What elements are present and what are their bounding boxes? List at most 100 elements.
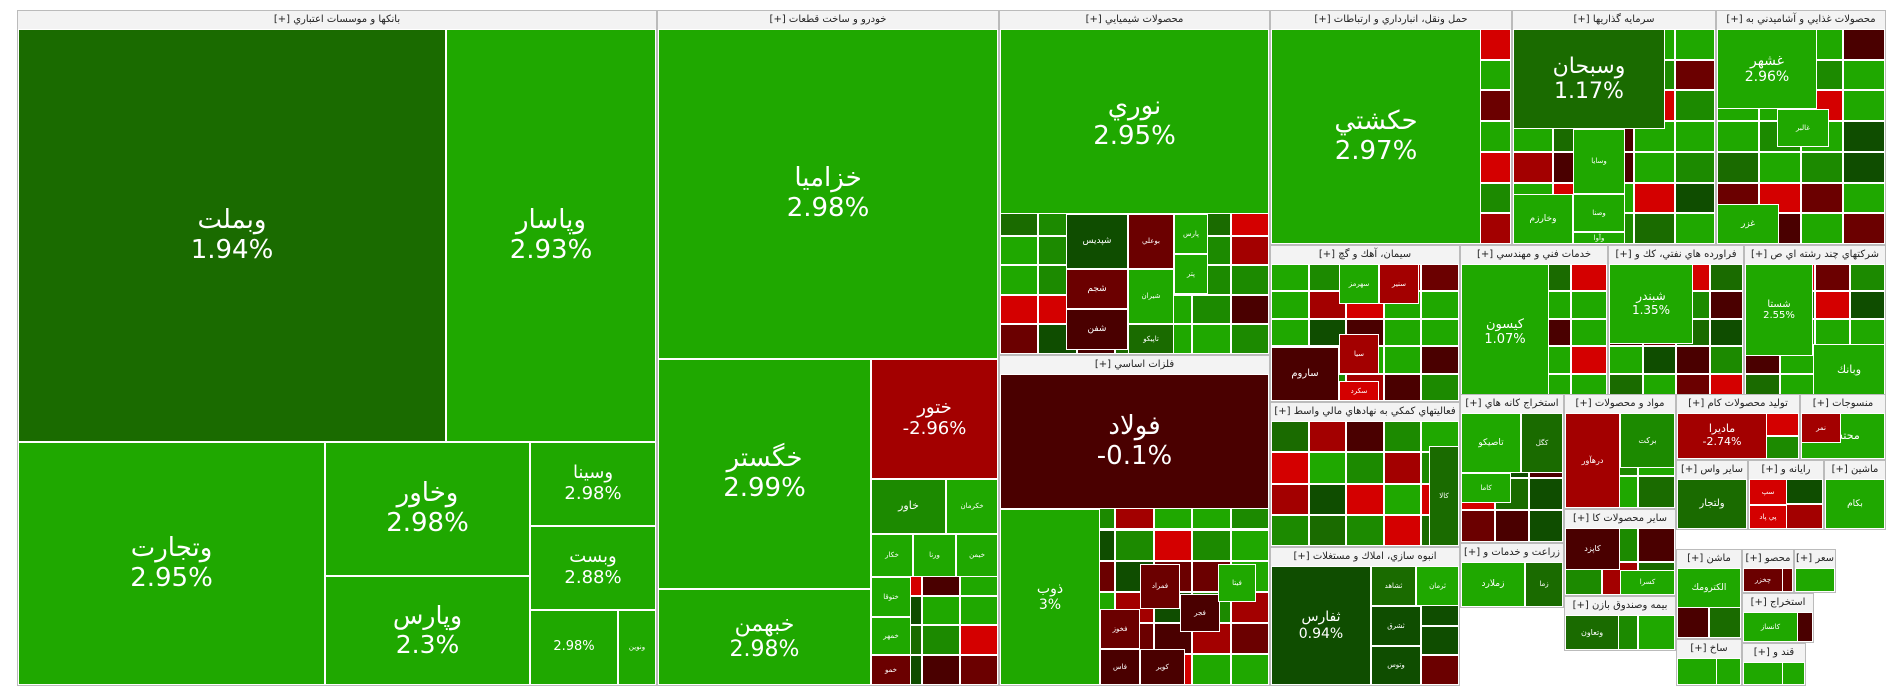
stock-tile[interactable]: سكرد [1339, 381, 1379, 401]
sector-title[interactable]: منسوجات [+] [1801, 395, 1885, 414]
stock-tile[interactable]: خمو [871, 655, 911, 685]
small-stock-tile[interactable] [1801, 182, 1843, 214]
stock-tile[interactable]: كالا [1429, 446, 1459, 546]
sector-title[interactable]: استخراج كانه هاي [+] [1461, 395, 1563, 414]
stock-tile[interactable]: خيمن [956, 534, 998, 577]
stock-tile[interactable]: الكترومك [1677, 568, 1741, 608]
stock-tile[interactable]: ختور -2.96% [871, 359, 998, 479]
small-stock-tile[interactable] [1192, 324, 1231, 354]
stock-tile[interactable]: وسبحان 1.17% [1513, 29, 1665, 129]
small-stock-tile[interactable] [1850, 318, 1885, 347]
stock-tile[interactable]: فجر [1180, 594, 1220, 632]
small-stock-tile[interactable] [1230, 653, 1269, 685]
stock-tile[interactable]: كيسون 1.07% [1461, 264, 1549, 401]
small-stock-tile[interactable] [1709, 291, 1743, 319]
small-stock-tile[interactable] [1513, 151, 1554, 183]
stock-tile[interactable]: شجم [1066, 269, 1128, 309]
small-stock-tile[interactable] [1000, 265, 1039, 295]
sector-title[interactable]: ماشين [+] [1825, 461, 1885, 480]
stock-tile[interactable]: وسايا [1573, 129, 1625, 194]
small-stock-tile[interactable] [1709, 346, 1743, 374]
small-stock-tile[interactable] [1230, 529, 1269, 561]
stock-tile[interactable]: پتر [1174, 254, 1208, 294]
sector-title[interactable]: ساير محصولات كا [+] [1565, 510, 1675, 529]
small-stock-tile[interactable] [1843, 213, 1885, 244]
small-stock-tile[interactable] [1634, 151, 1675, 183]
sector-title[interactable]: بانکها و موسسات اعتباري [+] [18, 11, 656, 30]
small-stock-tile[interactable] [1421, 655, 1459, 685]
small-stock-tile[interactable] [1850, 291, 1885, 319]
small-stock-tile[interactable] [1634, 182, 1675, 214]
small-stock-tile[interactable] [1709, 264, 1743, 292]
small-stock-tile[interactable] [1843, 29, 1885, 60]
small-stock-tile[interactable] [1421, 625, 1459, 656]
stock-tile[interactable]: خگستر 2.99% [658, 359, 871, 589]
stock-tile[interactable]: خاور [871, 479, 946, 534]
small-stock-tile[interactable] [1421, 264, 1459, 292]
stock-tile[interactable]: زملارد [1461, 562, 1525, 607]
small-stock-tile[interactable] [1634, 213, 1675, 244]
stock-tile[interactable]: پارس [1174, 214, 1208, 254]
stock-tile[interactable]: بوعلي [1128, 214, 1174, 269]
small-stock-tile[interactable] [1383, 421, 1422, 453]
small-stock-tile[interactable] [1570, 318, 1607, 347]
stock-tile[interactable]: زما [1525, 562, 1563, 607]
small-stock-tile[interactable] [1850, 264, 1885, 292]
small-stock-tile[interactable] [1383, 452, 1422, 484]
stock-tile[interactable]: شپديس [1066, 214, 1128, 269]
small-stock-tile[interactable] [1677, 603, 1709, 638]
small-stock-tile[interactable] [1674, 121, 1715, 152]
stock-tile[interactable]: چخزر [1743, 568, 1783, 592]
sector-title[interactable]: محصولات شيميايي [+] [1000, 11, 1269, 30]
small-stock-tile[interactable] [1346, 483, 1384, 515]
small-stock-tile[interactable] [1230, 265, 1269, 295]
small-stock-tile[interactable] [1801, 151, 1843, 183]
stock-tile[interactable]: وبست 2.88% [530, 526, 656, 610]
stock-tile[interactable]: ختوقا [871, 577, 911, 617]
sector-title[interactable]: خودرو و ساخت قطعات [+] [658, 11, 998, 30]
small-stock-tile[interactable] [1642, 346, 1676, 374]
small-stock-tile[interactable] [1230, 324, 1269, 354]
stock-tile[interactable]: وآوا [1573, 232, 1625, 244]
stock-tile[interactable]: فيتا [1218, 564, 1256, 602]
stock-tile[interactable]: غزر [1717, 204, 1779, 244]
sector-title[interactable]: قند و [+] [1743, 644, 1805, 663]
stock-tile[interactable]: كاما [1461, 473, 1511, 503]
small-stock-tile[interactable] [1638, 528, 1675, 562]
stock-tile[interactable]: وبملت 1.94% [18, 29, 446, 442]
small-stock-tile[interactable] [1609, 346, 1643, 374]
small-stock-tile[interactable] [1271, 452, 1309, 484]
sector-title[interactable]: انبوه سازي، املاك و مستغلات [+] [1271, 548, 1459, 567]
small-stock-tile[interactable] [1192, 529, 1231, 561]
small-stock-tile[interactable] [1421, 318, 1459, 347]
small-stock-tile[interactable] [1383, 373, 1422, 401]
stock-tile[interactable]: ثشاهد [1371, 566, 1416, 606]
sector-title[interactable]: رايانه و [+] [1749, 461, 1823, 480]
stock-tile[interactable]: سهرمز [1339, 264, 1379, 304]
small-stock-tile[interactable] [1230, 235, 1269, 266]
small-stock-tile[interactable] [1709, 318, 1743, 347]
small-stock-tile[interactable] [1192, 653, 1231, 685]
small-stock-tile[interactable] [1271, 421, 1309, 453]
small-stock-tile[interactable] [1759, 151, 1801, 183]
stock-tile[interactable]: وپارس 2.3% [325, 576, 530, 685]
small-stock-tile[interactable] [1674, 182, 1715, 214]
stock-tile[interactable]: وبانك [1813, 344, 1885, 396]
small-stock-tile[interactable] [1709, 603, 1741, 638]
sector-title[interactable]: توليد محصولات كام [+] [1677, 395, 1799, 414]
small-stock-tile[interactable] [1230, 294, 1269, 325]
small-stock-tile[interactable] [960, 655, 998, 685]
small-stock-tile[interactable] [1383, 318, 1422, 347]
sector-title[interactable]: ماشن [+] [1677, 550, 1741, 569]
sector-title[interactable]: سرمايه گذاريها [+] [1513, 11, 1715, 30]
stock-tile[interactable]: فمراد [1140, 564, 1180, 609]
sector-title[interactable]: ساخ [+] [1677, 640, 1741, 659]
stock-tile[interactable]: ساروم [1271, 347, 1339, 401]
sector-title[interactable]: ساير واس [+] [1677, 461, 1747, 480]
stock-tile[interactable]: وخاور 2.98% [325, 442, 530, 576]
sector-title[interactable]: خدمات فني و مهندسي [+] [1461, 246, 1607, 265]
stock-tile[interactable]: بكام [1825, 479, 1885, 529]
small-stock-tile[interactable] [1308, 483, 1347, 515]
stock-tile[interactable]: ثفارس 0.94% [1271, 566, 1371, 685]
small-stock-tile[interactable] [1674, 59, 1715, 91]
